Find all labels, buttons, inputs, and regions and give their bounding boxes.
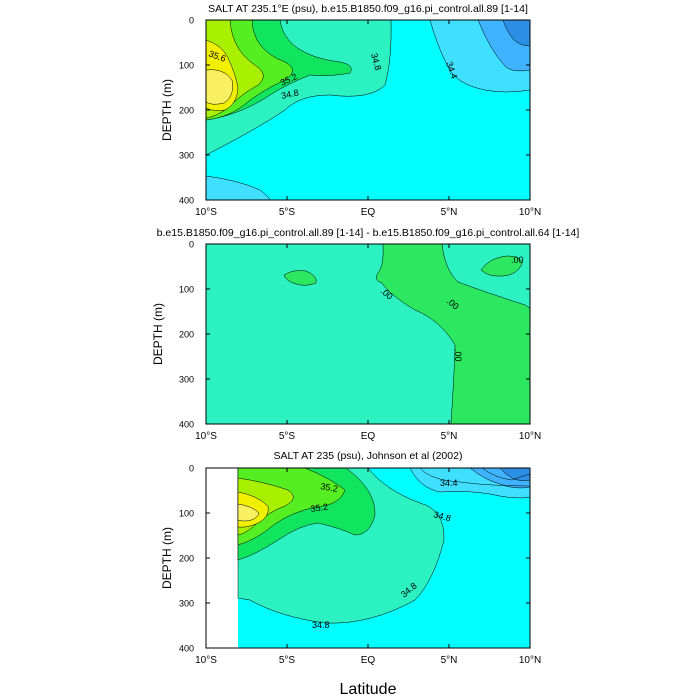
panel-3-contour-label-6: 34.8 [312,620,330,630]
panel-2-y-tick-label-0: 0 [189,240,194,250]
panel-3-title: SALT AT 235 (psu), Johnson et al (2002) [274,450,463,462]
panel-3-x-tick-label-3: 5°N [441,655,458,666]
panel-3-contour-label-3: 34.4 [440,478,458,488]
panel-2-y-tick-label-2: 200 [179,330,194,340]
panel-1-contour-label-3: 34.8 [280,88,299,101]
panel-3-y-tick-label-0: 0 [189,464,194,474]
panel-2-x-tick-label-1: 5°S [279,431,296,442]
panel-2-y-tick-label-3: 300 [179,375,194,385]
panel-1-x-tick-label-0: 10°S [195,207,217,218]
panel-2-region-positive-main [376,243,531,425]
panel-3-contour-upper-right-2 [481,467,531,481]
panel-1-contour-label-4: 34.8 [369,52,383,72]
panel-1-x-tick-label-3: 5°N [441,207,458,218]
panel-1-region-34-0 [502,19,531,47]
panel-1-x-tick-label-1: 5°S [279,207,296,218]
panel-1-ticks: 10°S 5°S EQ 5°N 10°N 0 100 200 300 400 [179,16,541,219]
panel-1-title: SALT AT 235.1°E (psu), b.e15.B1850.f09_g… [208,3,528,15]
panel-2-x-tick-label-4: 10°N [519,431,541,442]
panel-3-contour-label-1: 35.2 [320,481,339,494]
panel-2-contour-label-4: .00 [511,255,524,265]
panel-2-x-tick-label-2: EQ [361,431,376,442]
panel-3-contour-label-4: 34.8 [432,509,452,523]
panel-3-plot: 35.2 35.2 34.4 34.8 34.8 34.8 [205,467,531,649]
panel-3-y-tick-label-3: 300 [179,599,194,609]
panel-1-region-35-8 [205,69,233,105]
panel-3-contour-upper-right-1 [419,467,531,487]
panel-1-plot: 35.6 35.2 34.8 34.8 34.4 [205,19,531,201]
panel-2-ticks: 10°S 5°S EQ 5°N 10°N 0 100 200 300 400 [179,240,541,443]
panel-3-x-tick-label-4: 10°N [519,655,541,666]
panel-1-y-tick-label-3: 300 [179,151,194,161]
panel-1-region-deep [205,175,271,201]
panel-3-x-tick-label-2: EQ [361,655,376,666]
panel-3-region-35-8 [237,503,260,522]
panel-1-y-tick-label-1: 100 [179,61,194,71]
panel-3-region-34-0 [499,467,531,481]
panel-3-x-tick-label-1: 5°S [279,655,296,666]
panel-2-ylabel: DEPTH (m) [151,303,165,365]
panel-2-region-positive-blob-right [480,255,523,277]
panel-2-title: b.e15.B1850.f09_g16.pi_control.all.89 [1… [157,227,580,239]
panel-3-ticks: 10°S 5°S EQ 5°N 10°N 0 100 200 300 400 [179,464,541,667]
panel-2-x-tick-label-3: 5°N [441,431,458,442]
panel-2-contour-label-3: .00 [453,349,463,362]
panel-2-y-tick-label-4: 400 [179,420,194,430]
panel-1: SALT AT 235.1°E (psu), b.e15.B1850.f09_g… [160,3,541,218]
panel-1-y-tick-label-4: 400 [179,196,194,206]
panel-3-y-tick-label-4: 400 [179,644,194,654]
panel-3-ylabel: DEPTH (m) [160,527,174,589]
panel-3: SALT AT 235 (psu), Johnson et al (2002) [160,450,541,666]
panel-2-region-positive-blob-left [283,270,317,286]
panel-2: b.e15.B1850.f09_g16.pi_control.all.89 [1… [151,227,579,442]
panel-2-plot: .00 .00 .00 .00 [205,243,531,425]
panel-1-x-tick-label-2: EQ [361,207,376,218]
panel-3-y-tick-label-1: 100 [179,509,194,519]
panel-1-y-tick-label-0: 0 [189,16,194,26]
x-axis-label: Latitude [340,681,397,698]
panel-1-ylabel: DEPTH (m) [160,79,174,141]
panel-3-contour-label-2: 35.2 [310,502,329,514]
panel-1-y-tick-label-2: 200 [179,106,194,116]
panel-1-x-tick-label-4: 10°N [519,207,541,218]
panel-2-y-tick-label-1: 100 [179,285,194,295]
panel-3-y-tick-label-2: 200 [179,554,194,564]
panel-3-nodata [206,468,238,648]
panel-2-x-tick-label-0: 10°S [195,431,217,442]
panel-3-x-tick-label-0: 10°S [195,655,217,666]
